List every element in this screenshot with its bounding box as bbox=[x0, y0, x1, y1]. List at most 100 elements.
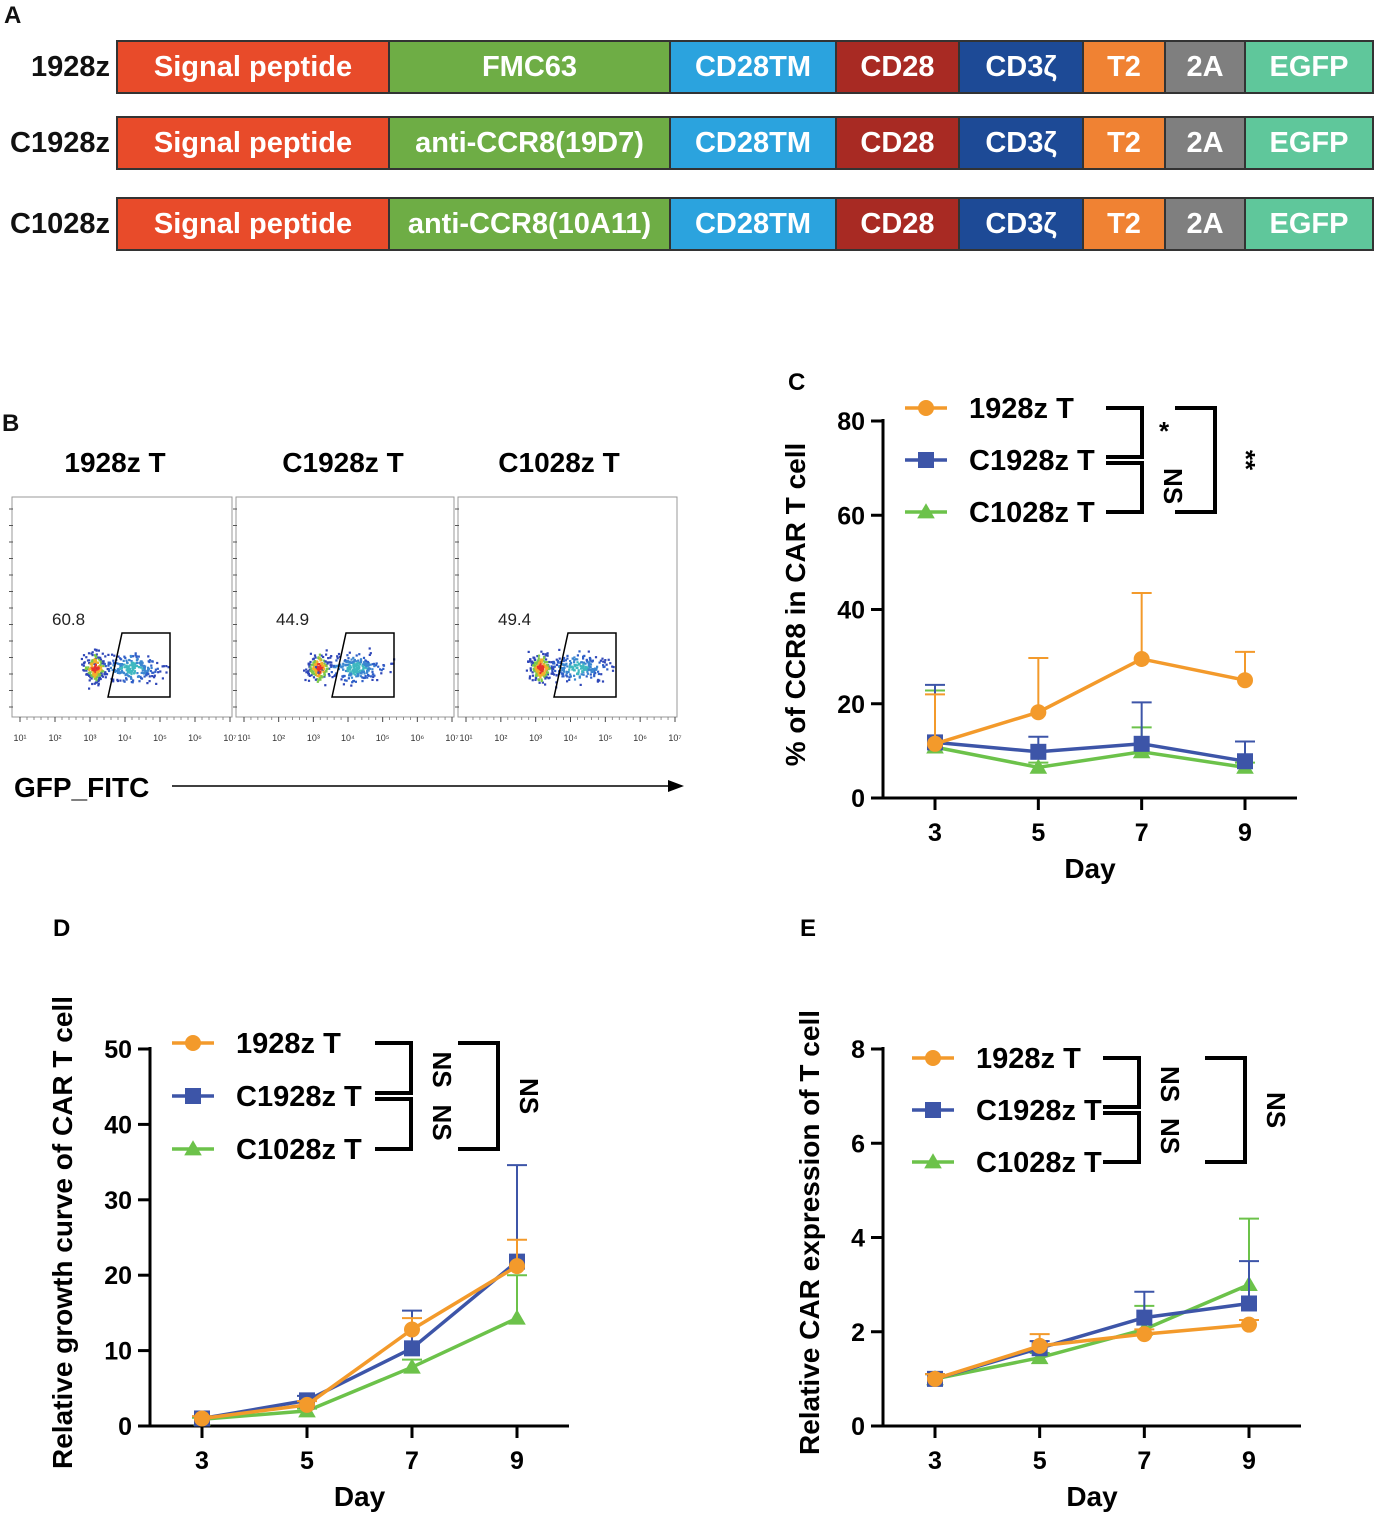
x-axis-title: Day bbox=[1064, 853, 1116, 884]
y-tick-label: 6 bbox=[851, 1130, 865, 1158]
legend-label: 1928z T bbox=[969, 393, 1074, 425]
construct-segment: EGFP bbox=[1246, 118, 1372, 168]
y-axis-title: Relative growth curve of CAR T cell bbox=[47, 996, 78, 1469]
data-point bbox=[925, 1050, 941, 1066]
chart-E: E 0 2 4 6 8 3 5 7 9 Day Relative CAR expression of … bbox=[794, 915, 1301, 1512]
legend-label: 1928z T bbox=[976, 1043, 1081, 1075]
data-point bbox=[508, 1309, 526, 1325]
construct-row-1928z: 1928z Signal peptide FMC63 CD28TM CD28 CD3ζ T2… bbox=[0, 40, 1377, 94]
data-point bbox=[918, 452, 934, 468]
significance-inner-bottom: NS bbox=[1158, 468, 1188, 504]
panel-a-letter: A bbox=[4, 2, 22, 29]
series-C1028z-T bbox=[192, 1274, 527, 1426]
bracket-outer bbox=[458, 1041, 500, 1151]
y-tick-label: 0 bbox=[851, 1413, 865, 1441]
significance-inner-top: * bbox=[1159, 416, 1170, 446]
bracket-outer bbox=[1175, 406, 1217, 514]
construct-segment: 2A bbox=[1166, 42, 1246, 92]
bracket-inner-bottom bbox=[375, 1097, 413, 1151]
y-tick-label: 4 bbox=[851, 1225, 865, 1253]
data-point bbox=[924, 1153, 942, 1169]
significance-brackets: NS NS NS bbox=[375, 1041, 544, 1151]
series-1928z-T bbox=[925, 1316, 1259, 1387]
significance-inner-bottom: NS bbox=[427, 1104, 457, 1140]
data-point bbox=[404, 1321, 420, 1338]
construct-segment: Signal peptide bbox=[118, 42, 390, 92]
data-point bbox=[1030, 743, 1047, 760]
x-axis-title: Day bbox=[334, 1481, 386, 1512]
y-tick-label: 20 bbox=[837, 691, 865, 719]
y-tick-label: 50 bbox=[104, 1036, 132, 1064]
construct-segment: CD3ζ bbox=[960, 199, 1084, 249]
bracket-outer bbox=[1205, 1056, 1247, 1164]
significance-brackets: NS NS NS bbox=[1103, 1056, 1291, 1164]
x-tick-label: 5 bbox=[1033, 1447, 1047, 1475]
legend-label: C1928z T bbox=[976, 1095, 1102, 1127]
data-point bbox=[918, 400, 934, 416]
data-point bbox=[299, 1396, 315, 1413]
series-line bbox=[934, 657, 1246, 746]
series-1928z-T bbox=[925, 592, 1255, 752]
y-tick-label: 8 bbox=[851, 1036, 865, 1064]
construct-segment: CD3ζ bbox=[960, 42, 1084, 92]
series-line bbox=[934, 1322, 1250, 1381]
y-tick-label: 10 bbox=[104, 1338, 132, 1366]
construct-segment: CD28TM bbox=[671, 42, 837, 92]
significance-brackets: * NS ** bbox=[1106, 406, 1261, 514]
data-point bbox=[509, 1258, 525, 1275]
x-tick-label: 5 bbox=[300, 1447, 314, 1475]
legend: 1928z T C1928z T C1028z T bbox=[172, 1028, 362, 1166]
y-tick-label: 30 bbox=[104, 1187, 132, 1215]
significance-inner-top: NS bbox=[1155, 1066, 1185, 1102]
construct-segment: 2A bbox=[1166, 199, 1246, 249]
y-axis-title: Relative CAR expression of T cell bbox=[794, 1010, 825, 1455]
legend-label: C1928z T bbox=[236, 1081, 362, 1113]
y-tick-label: 20 bbox=[104, 1262, 132, 1290]
x-tick-label: 3 bbox=[928, 1447, 942, 1475]
construct-segment: CD28TM bbox=[671, 199, 837, 249]
significance-inner-top: NS bbox=[427, 1051, 457, 1087]
data-point bbox=[925, 1102, 941, 1118]
construct-segment: FMC63 bbox=[390, 42, 671, 92]
construct-bar: Signal peptide FMC63 CD28TM CD28 CD3ζ T2 2A EGF… bbox=[116, 40, 1374, 94]
construct-name: C1928z bbox=[10, 127, 110, 159]
legend-label: C1028z T bbox=[976, 1147, 1102, 1179]
data-point bbox=[1133, 650, 1150, 667]
y-tick-label: 2 bbox=[851, 1319, 865, 1347]
data-point bbox=[1237, 753, 1253, 770]
data-point bbox=[185, 1035, 201, 1051]
data-point bbox=[1237, 672, 1253, 689]
y-tick-label: 0 bbox=[851, 785, 865, 813]
legend: 1928z T C1928z T C1028z T bbox=[905, 393, 1095, 529]
construct-segment: anti-CCR8(10A11) bbox=[390, 199, 671, 249]
construct-segment: CD28 bbox=[837, 42, 960, 92]
construct-segment: CD28TM bbox=[671, 118, 837, 168]
construct-row-C1028z: C1028z Signal peptide anti-CCR8(10A11) CD28… bbox=[0, 197, 1377, 251]
series-line bbox=[934, 740, 1246, 763]
significance-inner-bottom: NS bbox=[1155, 1118, 1185, 1154]
construct-segment: EGFP bbox=[1246, 42, 1372, 92]
chart-C: C 0 20 40 60 80 3 5 7 9 Day % of CCR8 in CAR T cell… bbox=[780, 369, 1297, 884]
y-tick-label: 0 bbox=[118, 1413, 132, 1441]
series-C1028z-T bbox=[925, 1217, 1259, 1386]
data-point bbox=[917, 503, 935, 519]
construct-segment: T2 bbox=[1084, 118, 1166, 168]
data-point bbox=[404, 1340, 420, 1357]
bracket-inner-bottom bbox=[1103, 1111, 1141, 1164]
x-tick-label: 5 bbox=[1031, 819, 1045, 847]
panel-b-letter: B bbox=[2, 410, 20, 437]
y-tick-label: 60 bbox=[837, 502, 865, 530]
construct-segment: Signal peptide bbox=[118, 118, 390, 168]
x-tick-label: 7 bbox=[405, 1447, 419, 1475]
construct-name: C1028z bbox=[10, 208, 110, 240]
construct-segment: CD28 bbox=[837, 118, 960, 168]
significance-outer: ** bbox=[1231, 450, 1261, 471]
construct-row-C1928z: C1928z Signal peptide anti-CCR8(19D7) CD28T… bbox=[0, 116, 1377, 170]
construct-segment: Signal peptide bbox=[118, 199, 390, 249]
series-line bbox=[934, 1282, 1250, 1381]
data-point bbox=[185, 1088, 201, 1104]
construct-segment: 2A bbox=[1166, 118, 1246, 168]
construct-segment: anti-CCR8(19D7) bbox=[390, 118, 671, 168]
bracket-inner-top bbox=[375, 1041, 413, 1095]
legend: 1928z T C1928z T C1028z T bbox=[912, 1043, 1102, 1179]
